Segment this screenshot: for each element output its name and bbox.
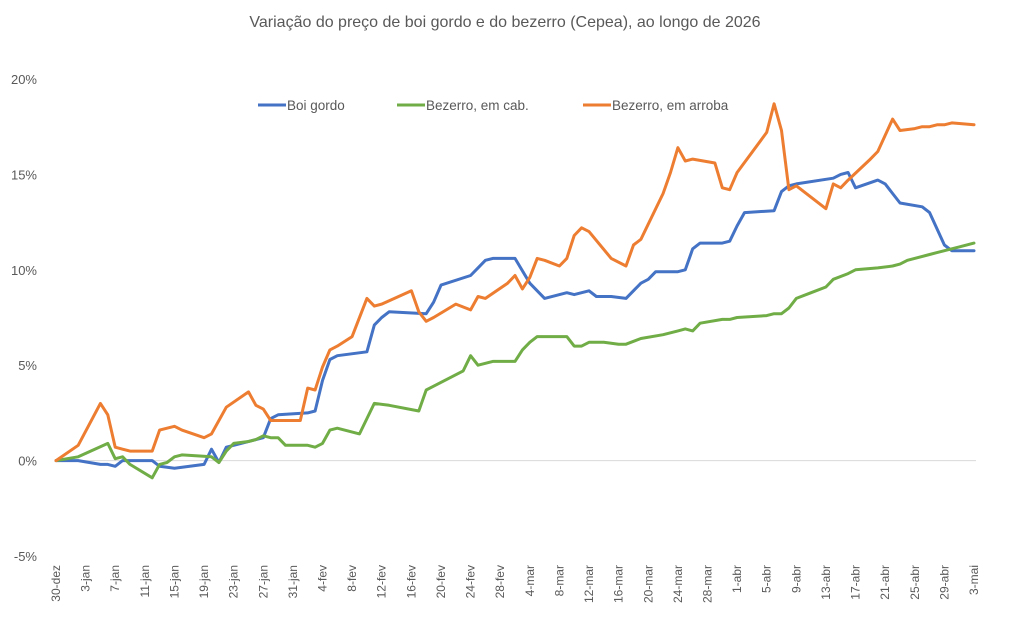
x-tick-label: 3-jan	[79, 565, 93, 592]
x-tick-label: 8-mar	[552, 565, 566, 596]
x-tick-label: 1-abr	[730, 565, 744, 593]
x-tick-label: 4-mar	[523, 565, 537, 596]
x-tick-label: 7-jan	[108, 565, 122, 592]
x-tick-label: 5-abr	[760, 565, 774, 593]
legend-label: Bezerro, em arroba	[612, 98, 729, 113]
x-tick-label: 24-fev	[464, 565, 478, 598]
x-tick-label: 4-fev	[316, 565, 330, 592]
x-tick-label: 13-abr	[819, 565, 833, 600]
x-tick-label: 31-jan	[286, 565, 300, 598]
series-line-0	[54, 171, 976, 470]
x-tick-label: 29-abr	[937, 565, 951, 600]
x-tick-label: 30-dez	[49, 565, 63, 602]
y-tick-label: 10%	[11, 263, 37, 278]
x-tick-label: 19-jan	[197, 565, 211, 598]
x-tick-label: 11-jan	[138, 565, 152, 597]
x-tick-label: 15-jan	[167, 565, 181, 598]
x-tick-label: 12-fev	[375, 565, 389, 598]
y-tick-label: 5%	[18, 358, 37, 373]
y-tick-label: 20%	[11, 72, 37, 87]
legend-label: Bezerro, em cab.	[426, 98, 529, 113]
legend: Boi gordo Bezerro, em cab. Bezerro, em arr…	[258, 98, 729, 113]
chart-title: Variação do preço de boi gordo e do beze…	[249, 14, 760, 31]
x-tick-label: 23-jan	[227, 565, 241, 598]
series-line-2	[54, 102, 976, 463]
x-tick-label: 20-mar	[641, 565, 655, 603]
x-tick-label: 21-abr	[878, 565, 892, 600]
x-tick-label: 16-mar	[612, 565, 626, 603]
x-tick-label: 24-mar	[671, 565, 685, 603]
x-tick-label: 12-mar	[582, 565, 596, 603]
y-tick-label: 15%	[11, 167, 37, 182]
series-line-1	[54, 241, 976, 480]
x-tick-label: 9-abr	[789, 565, 803, 593]
legend-label: Boi gordo	[287, 98, 345, 113]
x-tick-label: 28-mar	[700, 565, 714, 603]
x-axis-tick-labels: 30-dez 3-jan 7-jan 11-jan 15-jan 19-jan 23-jan…	[49, 565, 981, 603]
y-tick-label: 0%	[18, 454, 37, 469]
x-tick-label: 25-abr	[908, 565, 922, 600]
x-tick-label: 17-abr	[849, 565, 863, 600]
y-tick-label: -5%	[14, 549, 38, 564]
series-lines	[54, 102, 976, 480]
x-tick-label: 16-fev	[404, 565, 418, 598]
x-tick-label: 27-jan	[256, 565, 270, 598]
x-tick-label: 20-fev	[434, 565, 448, 598]
x-tick-label: 8-fev	[345, 565, 359, 592]
x-tick-label: 28-fev	[493, 565, 507, 598]
x-tick-label: 3-mai	[967, 565, 981, 595]
y-axis-tick-labels: -5% 0% 5% 10% 15% 20%	[11, 72, 37, 564]
